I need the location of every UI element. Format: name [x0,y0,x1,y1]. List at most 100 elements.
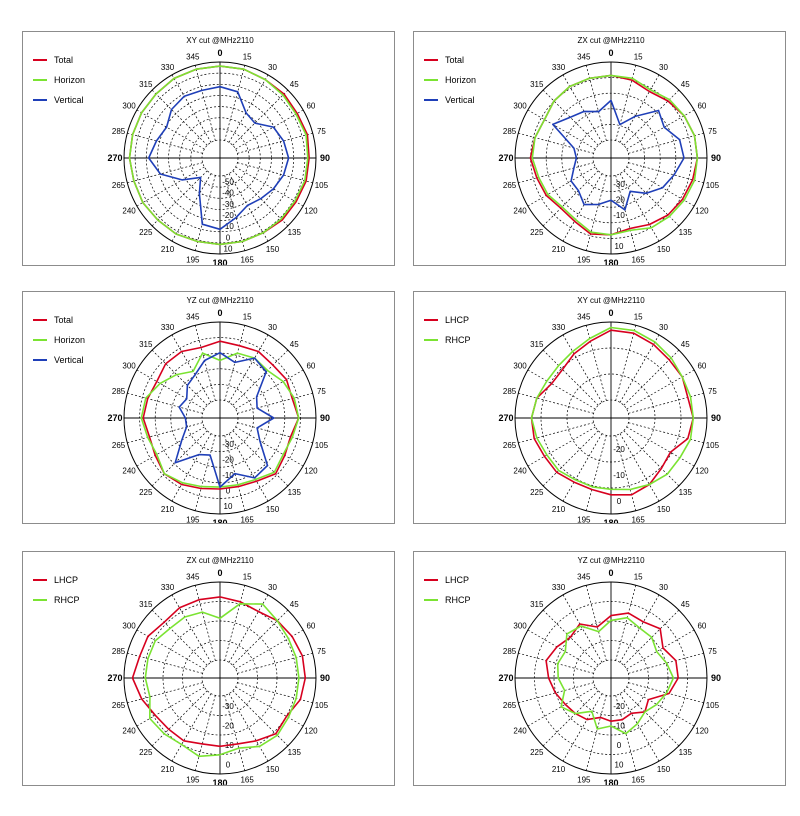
angle-tick-label: 270 [107,413,122,423]
angle-tick-label: 270 [498,153,513,163]
radial-tick-label: -20 [613,702,625,711]
angle-tick-label: 165 [631,515,645,523]
legend-label: Vertical [54,355,84,365]
grid-spoke [194,435,216,511]
angle-tick-label: 45 [290,600,299,609]
radial-tick-label: -10 [222,471,234,480]
angle-tick-label: 330 [552,323,566,332]
angle-tick-label: 105 [706,441,720,450]
grid-spoke [232,349,289,406]
chart-panel-yz-linear: YZ cut @MHz2110 0 15 30 45 60 75 90 105 120 135 150… [22,291,395,524]
angle-tick-label: 15 [634,573,643,582]
grid-spoke [585,695,607,771]
grid-spoke [171,173,212,242]
angle-tick-label: 0 [608,568,613,578]
grid-spoke [224,325,246,401]
grid-spoke [562,433,603,502]
angle-tick-label: 195 [186,775,200,784]
angle-tick-label: 265 [503,181,517,190]
angle-tick-label: 150 [266,505,280,514]
angle-tick-label: 210 [161,245,175,254]
grid-spoke [562,173,603,242]
grid-spoke [542,690,599,747]
radial-tick-label: -10 [613,721,625,730]
angle-tick-label: 315 [530,80,544,89]
legend-label: RHCP [445,335,471,345]
grid-spoke [542,170,599,227]
angle-tick-label: 210 [161,505,175,514]
angle-tick-label: 225 [139,228,153,237]
grid-spoke [228,594,269,663]
angle-tick-label: 315 [139,600,153,609]
angle-tick-label: 180 [603,258,618,265]
radial-tick-label: -30 [613,180,625,189]
angle-tick-label: 15 [243,53,252,62]
legend-label: Horizon [54,75,85,85]
angle-tick-label: 300 [513,102,527,111]
legend-label: Vertical [54,95,84,105]
grid-spoke [626,109,695,150]
angle-tick-label: 330 [552,63,566,72]
angle-tick-label: 285 [112,127,126,136]
angle-tick-label: 345 [577,313,591,322]
chart-title: ZX cut @MHz2110 [577,36,645,45]
angle-tick-label: 0 [217,568,222,578]
angle-tick-label: 240 [513,727,527,736]
grid-spoke [151,430,208,487]
angle-tick-label: 150 [657,245,671,254]
angle-tick-label: 30 [268,583,277,592]
angle-tick-label: 30 [659,323,668,332]
angle-tick-label: 90 [711,413,721,423]
angle-tick-label: 60 [697,622,706,631]
chart-title: ZX cut @MHz2110 [186,556,254,565]
radial-tick-label: -40 [222,189,234,198]
angle-tick-label: 180 [212,258,227,265]
radial-tick-label: -30 [222,702,234,711]
radial-tick-label: -20 [613,445,625,454]
angle-tick-label: 240 [122,467,136,476]
angle-tick-label: 105 [315,701,329,710]
grid-spoke [527,629,596,670]
angle-tick-label: 75 [708,127,717,136]
series-line-horizon [531,74,699,236]
legend-label: RHCP [445,595,471,605]
angle-tick-label: 240 [122,207,136,216]
angle-tick-label: 330 [161,63,175,72]
grid-spoke [136,686,205,727]
grid-spoke [228,433,269,502]
angle-tick-label: 165 [240,775,254,784]
angle-tick-label: 265 [503,441,517,450]
grid-spoke [619,594,660,663]
grid-spoke [562,334,603,403]
grid-spoke [235,369,304,410]
angle-tick-label: 120 [304,207,318,216]
angle-tick-label: 240 [122,727,136,736]
grid-spoke [619,334,660,403]
angle-tick-label: 265 [112,181,126,190]
grid-spoke [237,132,313,154]
angle-tick-label: 285 [112,387,126,396]
chart-panel-xy-linear: XY cut @MHz2110 0 15 30 45 60 75 90 105 120 135 150… [22,31,395,266]
grid-spoke [232,690,289,747]
angle-tick-label: 15 [243,573,252,582]
grid-spoke [527,426,596,467]
grid-spoke [237,652,313,674]
angle-tick-label: 60 [306,362,315,371]
radial-tick-label: -10 [613,211,625,220]
legend-label: Horizon [445,75,476,85]
angle-tick-label: 265 [112,441,126,450]
angle-tick-label: 120 [695,207,709,216]
grid-spoke [626,629,695,670]
angle-tick-label: 0 [217,48,222,58]
angle-tick-label: 0 [608,308,613,318]
angle-tick-label: 265 [503,701,517,710]
angle-tick-label: 75 [317,387,326,396]
grid-spoke [171,334,212,403]
angle-tick-label: 90 [711,673,721,683]
angle-tick-label: 180 [603,518,618,523]
legend-label: LHCP [445,575,469,585]
grid-spoke [628,132,704,154]
angle-tick-label: 15 [243,313,252,322]
legend-label: Total [54,55,73,65]
angle-tick-label: 300 [122,102,136,111]
